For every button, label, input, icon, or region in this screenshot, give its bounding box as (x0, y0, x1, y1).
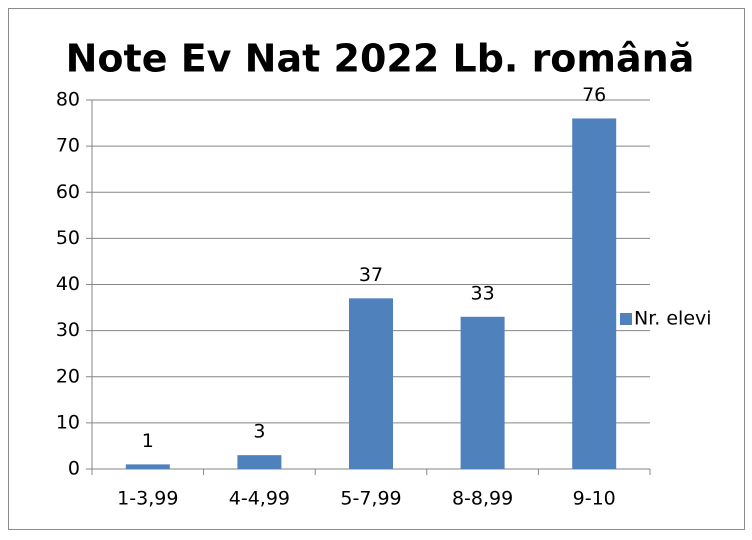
bar (237, 455, 282, 469)
y-tick-label: 80 (56, 89, 80, 111)
y-tick-label: 70 (56, 135, 80, 157)
x-tick-label: 8-8,99 (452, 488, 513, 510)
bar (125, 464, 170, 469)
legend-label: Nr. elevi (634, 308, 712, 330)
y-tick-label: 60 (56, 181, 80, 203)
data-label: 1 (142, 430, 154, 452)
y-tick-label: 10 (56, 411, 80, 433)
legend-swatch (620, 313, 632, 325)
y-tick-label: 50 (56, 227, 80, 249)
x-tick-label: 9-10 (573, 488, 616, 510)
bar (572, 118, 617, 469)
x-tick-label: 1-3,99 (117, 488, 178, 510)
y-tick-label: 30 (56, 319, 80, 341)
bar (349, 298, 393, 469)
data-label: 37 (359, 264, 383, 286)
data-label: 33 (471, 282, 495, 304)
data-label: 3 (253, 421, 265, 443)
chart-title: Note Ev Nat 2022 Lb. română (66, 37, 695, 81)
x-tick-label: 5-7,99 (340, 488, 401, 510)
data-label: 76 (582, 84, 606, 106)
y-tick-label: 20 (56, 365, 80, 387)
bar (460, 316, 505, 469)
x-tick-label: 4-4,99 (229, 488, 290, 510)
y-tick-label: 0 (68, 458, 80, 480)
y-tick-label: 40 (56, 273, 80, 295)
